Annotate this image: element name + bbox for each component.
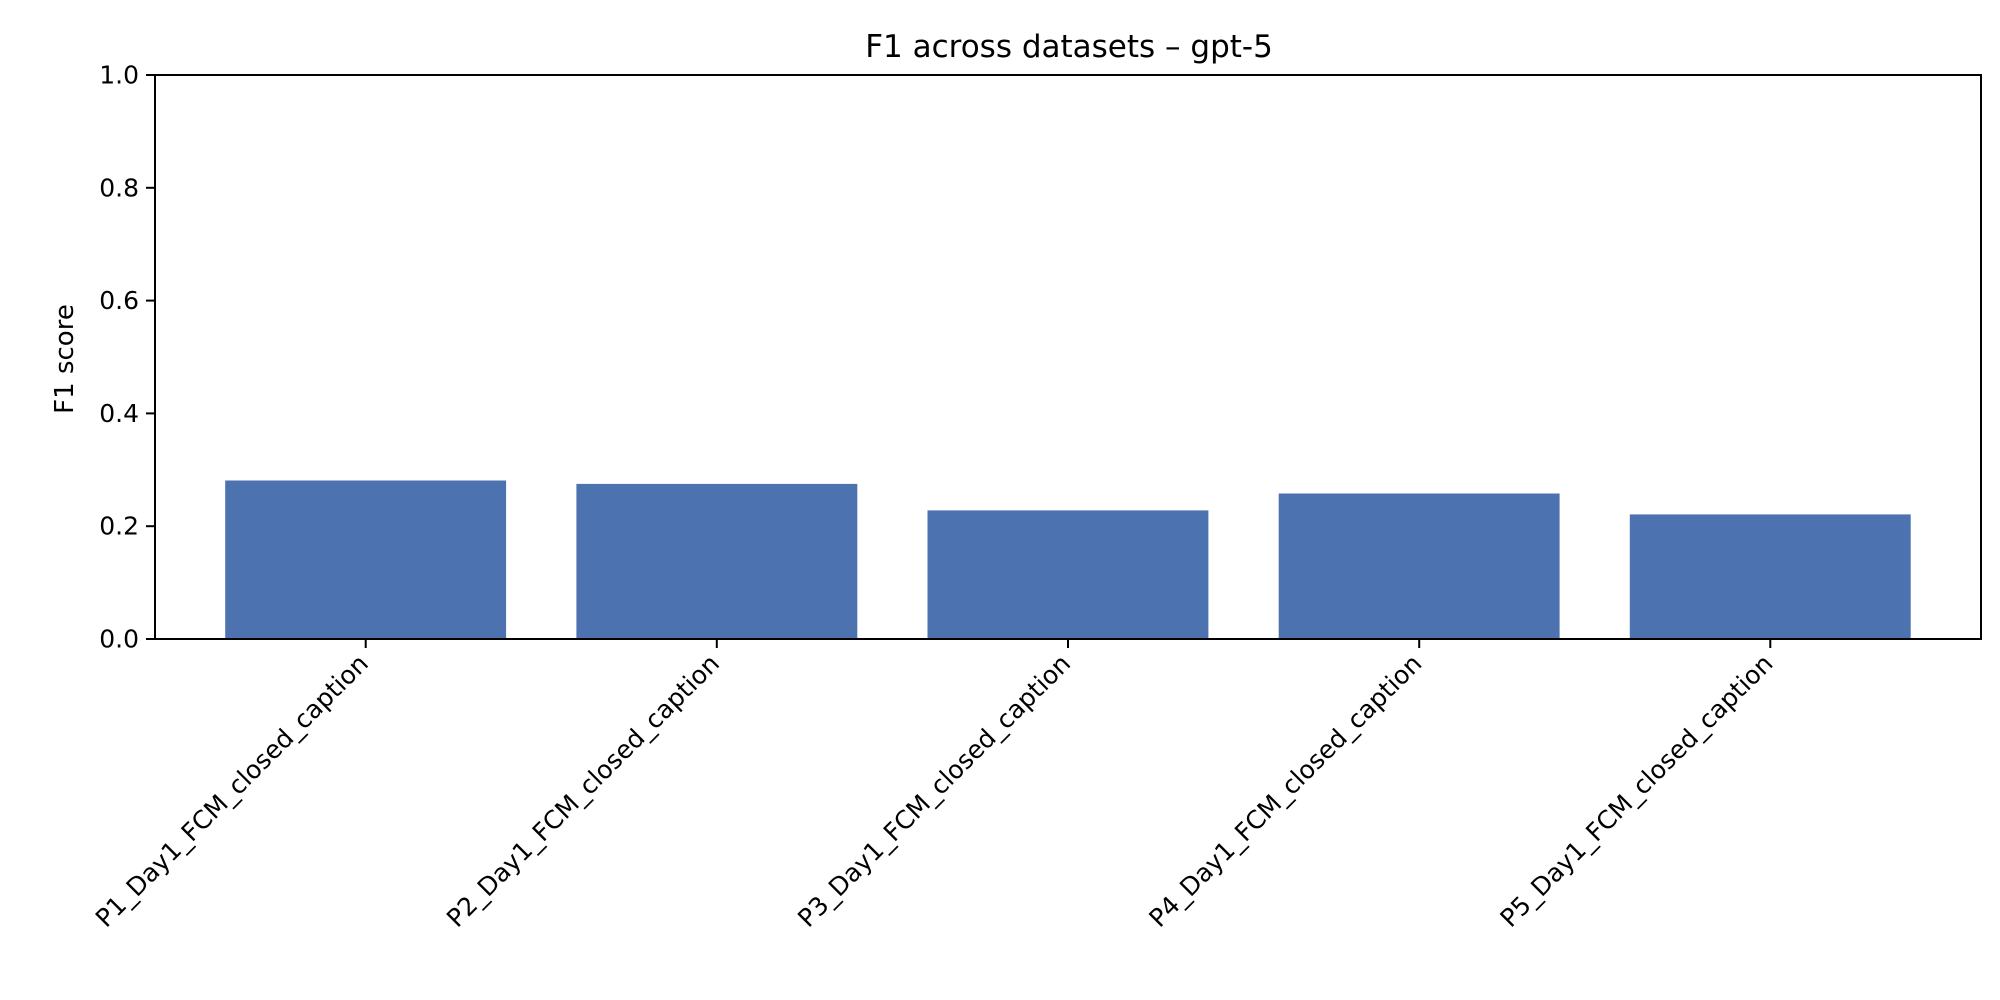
x-tick-label: P1_Day1_FCM_closed_caption [90, 649, 374, 933]
y-tick-label: 0.2 [99, 512, 139, 541]
y-axis-ticks: 0.0 0.2 0.4 0.6 0.8 1.0 [99, 61, 155, 654]
bars-group [225, 480, 1911, 639]
x-tick-label: P4_Day1_FCM_closed_caption [1143, 649, 1427, 933]
bar-1 [225, 480, 507, 639]
x-tick-label: P5_Day1_FCM_closed_caption [1494, 649, 1778, 933]
chart-title: F1 across datasets – gpt-5 [865, 29, 1273, 65]
y-tick-label: 0.0 [99, 625, 139, 654]
bar-5 [1629, 514, 1911, 639]
bar-4 [1278, 493, 1560, 639]
x-tick-label: P2_Day1_FCM_closed_caption [441, 649, 725, 933]
bar-2 [576, 483, 858, 639]
bar-3 [927, 510, 1209, 639]
y-tick-label: 0.4 [99, 399, 139, 428]
plot-area-frame [154, 74, 1982, 640]
x-tick-label: P3_Day1_FCM_closed_caption [792, 649, 1076, 933]
y-axis-label: F1 score [50, 304, 80, 414]
y-tick-label: 1.0 [99, 61, 139, 90]
y-tick-label: 0.6 [99, 286, 139, 315]
x-axis-ticks: P1_Day1_FCM_closed_caption P2_Day1_FCM_cl… [90, 639, 1779, 933]
y-tick-label: 0.8 [99, 173, 139, 202]
